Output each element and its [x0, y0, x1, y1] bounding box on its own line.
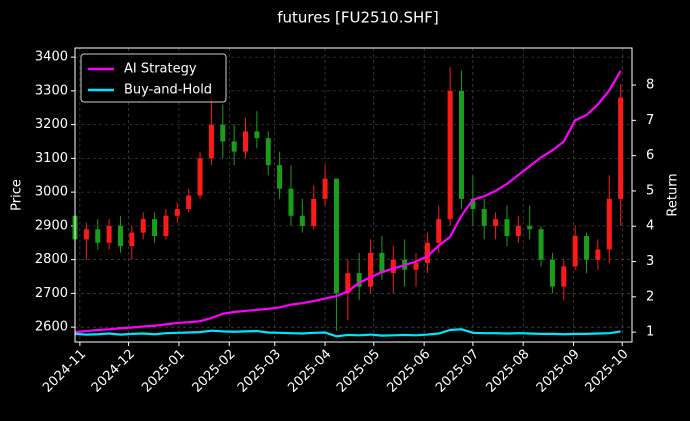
candle-body — [527, 225, 533, 230]
candle-body — [83, 229, 89, 240]
candle-body — [606, 198, 612, 250]
y2-tick-label: 8 — [646, 78, 654, 93]
candle-body — [561, 266, 567, 287]
candle-body — [504, 219, 510, 237]
candle-body — [152, 219, 158, 237]
candle-body — [356, 273, 362, 287]
candle-body — [231, 141, 237, 152]
y2-tick-label: 4 — [646, 219, 654, 234]
candle-body — [618, 97, 624, 199]
candle-body — [447, 90, 453, 220]
y2-tick-label: 3 — [646, 254, 654, 269]
candle-body — [299, 215, 305, 226]
candle-body — [572, 236, 578, 267]
candle-body — [481, 209, 487, 226]
legend-box — [80, 53, 227, 103]
line-series — [74, 70, 622, 334]
legend-label: Buy-and-Hold — [124, 83, 212, 98]
legend-label: AI Strategy — [124, 62, 197, 77]
candle-body — [368, 252, 374, 287]
x-tick-label: 2025-03 — [235, 347, 284, 396]
candle-body — [117, 225, 123, 247]
candle-body — [424, 242, 430, 264]
y-tick-label: 3100 — [35, 151, 68, 166]
candle-body — [288, 188, 294, 216]
plot-frame — [74, 47, 633, 343]
y-tick-label: 3400 — [35, 50, 68, 65]
line-series — [74, 328, 621, 338]
candle-body — [538, 229, 544, 260]
x-tick-label: 2025-05 — [334, 347, 383, 396]
candle-body — [197, 158, 203, 196]
y-axis-label: Price — [10, 179, 25, 211]
candle-body — [140, 219, 146, 233]
y-tick-label: 2900 — [35, 218, 68, 233]
candle-body — [311, 198, 317, 226]
candle-body — [379, 252, 385, 274]
candle-body — [186, 195, 192, 210]
y-tick-label: 3000 — [35, 185, 68, 200]
x-tick-label: 2025-04 — [285, 347, 334, 396]
y-tick-label: 2800 — [35, 252, 68, 267]
candle-body — [163, 215, 169, 237]
candle-body — [549, 259, 555, 287]
candle-body — [174, 209, 180, 216]
candle-body — [436, 219, 442, 243]
candle-body — [220, 124, 226, 142]
candle-body — [584, 236, 590, 260]
x-tick-label: 2025-07 — [433, 347, 482, 396]
candle-body — [458, 90, 464, 199]
candle-body — [254, 131, 260, 139]
candle-body — [333, 178, 339, 294]
y-tick-label: 2600 — [35, 320, 68, 335]
candle-body — [243, 131, 249, 152]
x-tick-label: 2025-08 — [483, 347, 532, 396]
y2-tick-label: 6 — [646, 148, 654, 163]
candle-body — [413, 263, 419, 270]
candle-body — [95, 229, 101, 243]
candle-body — [265, 138, 271, 166]
y-tick-label: 3300 — [35, 83, 68, 98]
candle-body — [129, 232, 135, 247]
y-tick-label: 3200 — [35, 117, 68, 132]
candle-body — [595, 249, 601, 260]
x-tick-label: 2025-02 — [190, 347, 239, 396]
y2-tick-label: 5 — [646, 183, 654, 198]
x-tick-label: 2025-09 — [534, 347, 583, 396]
y2-axis-label: Return — [666, 173, 681, 216]
x-tick-label: 2025-06 — [384, 347, 433, 396]
candle-body — [493, 219, 499, 226]
y2-tick-label: 2 — [646, 289, 654, 304]
candle-body — [208, 124, 214, 159]
x-tick-label: 2024-11 — [40, 347, 89, 396]
y2-tick-label: 7 — [646, 113, 654, 128]
candle-body — [515, 225, 521, 237]
candle-body — [345, 273, 351, 294]
candle-body — [322, 178, 328, 199]
candle-body — [106, 225, 112, 243]
x-tick-label: 2025-10 — [583, 347, 632, 396]
y2-tick-label: 1 — [646, 325, 654, 340]
candle-body — [277, 165, 283, 189]
candle-body — [470, 198, 476, 210]
candle-body — [390, 259, 396, 274]
chart-title: futures [FU2510.SHF] — [277, 9, 439, 27]
x-tick-label: 2024-12 — [89, 347, 138, 396]
y-tick-label: 2700 — [35, 286, 68, 301]
x-tick-label: 2025-01 — [139, 347, 188, 396]
